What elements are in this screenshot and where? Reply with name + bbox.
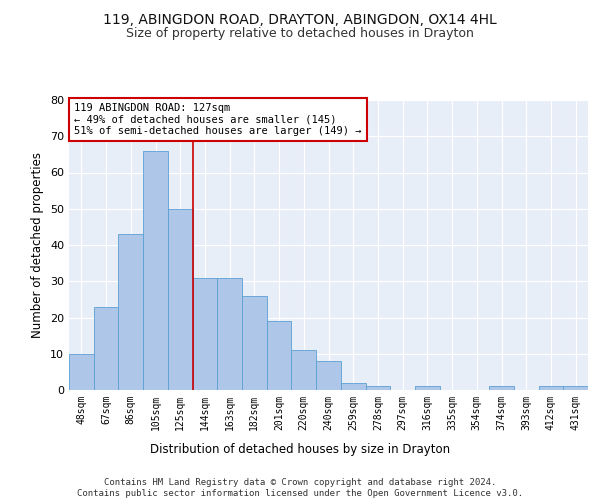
Bar	[267, 321, 292, 390]
Bar	[415, 386, 440, 390]
Y-axis label: Number of detached properties: Number of detached properties	[31, 152, 44, 338]
Text: Distribution of detached houses by size in Drayton: Distribution of detached houses by size …	[150, 442, 450, 456]
Bar	[143, 151, 168, 390]
Bar	[69, 354, 94, 390]
Text: Size of property relative to detached houses in Drayton: Size of property relative to detached ho…	[126, 28, 474, 40]
Bar	[365, 386, 390, 390]
Text: 119 ABINGDON ROAD: 127sqm
← 49% of detached houses are smaller (145)
51% of semi: 119 ABINGDON ROAD: 127sqm ← 49% of detac…	[74, 103, 362, 136]
Bar	[539, 386, 563, 390]
Bar	[341, 383, 365, 390]
Bar	[168, 209, 193, 390]
Text: 119, ABINGDON ROAD, DRAYTON, ABINGDON, OX14 4HL: 119, ABINGDON ROAD, DRAYTON, ABINGDON, O…	[103, 12, 497, 26]
Bar	[118, 234, 143, 390]
Bar	[193, 278, 217, 390]
Bar	[489, 386, 514, 390]
Bar	[292, 350, 316, 390]
Bar	[563, 386, 588, 390]
Bar	[94, 306, 118, 390]
Bar	[242, 296, 267, 390]
Bar	[217, 278, 242, 390]
Bar	[316, 361, 341, 390]
Text: Contains HM Land Registry data © Crown copyright and database right 2024.
Contai: Contains HM Land Registry data © Crown c…	[77, 478, 523, 498]
